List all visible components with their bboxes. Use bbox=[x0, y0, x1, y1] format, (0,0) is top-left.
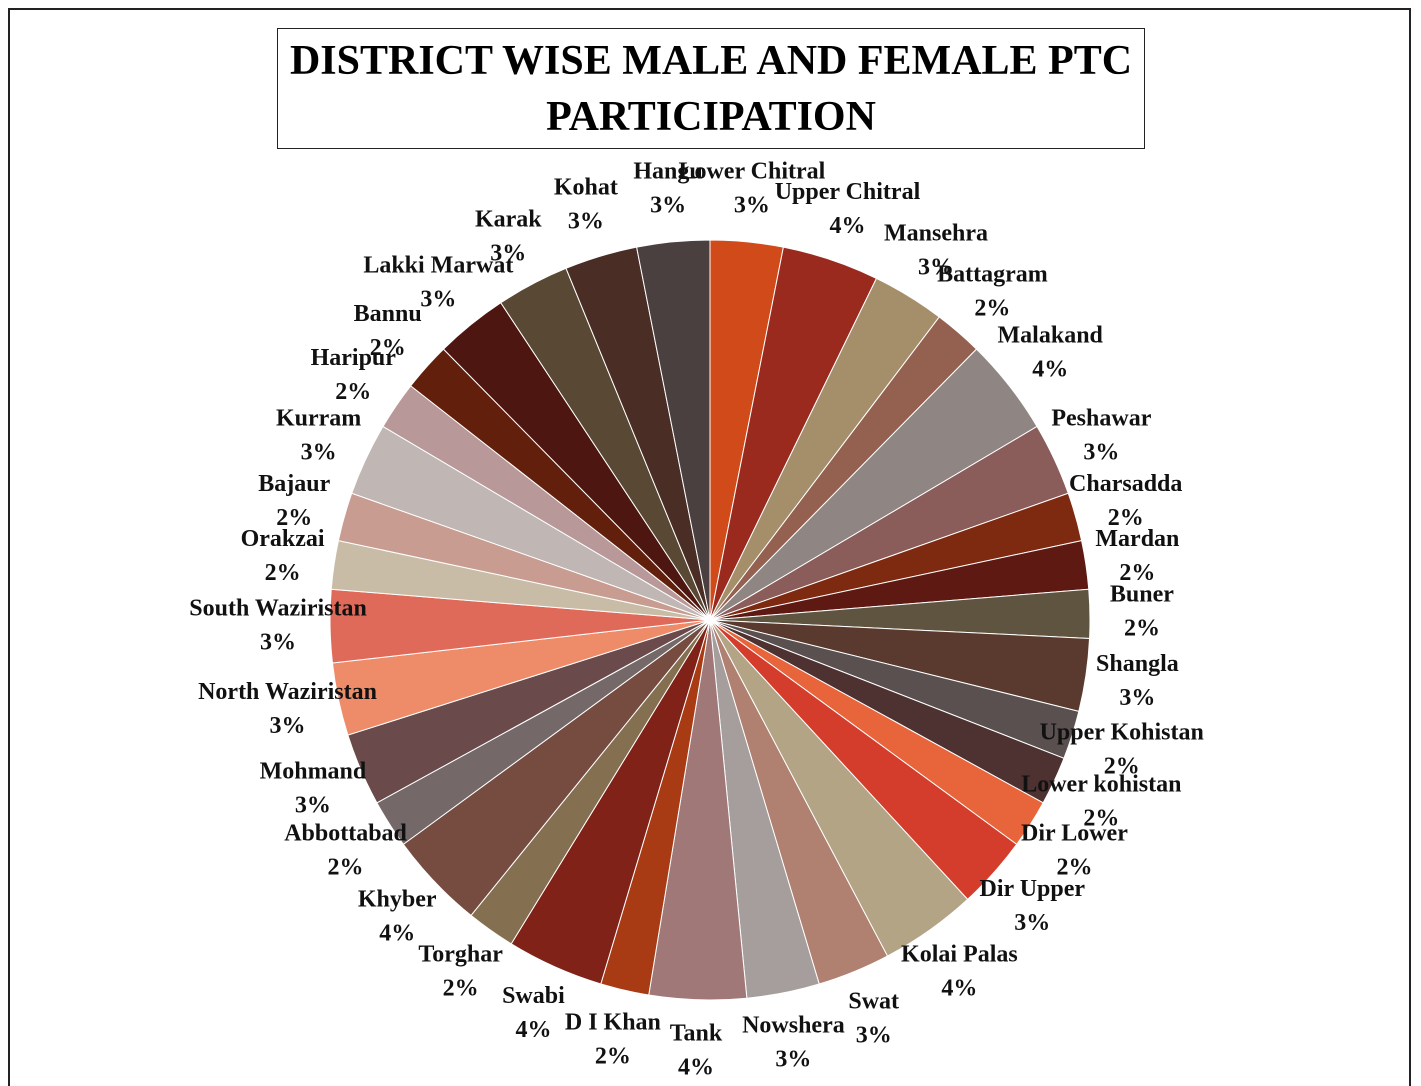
slice-label: North Waziristan bbox=[198, 679, 377, 705]
slice-label: Upper Kohistan bbox=[1040, 719, 1204, 745]
slice-label: Shangla bbox=[1096, 651, 1179, 677]
slice-value-label: 2% bbox=[370, 335, 406, 361]
slice-value-label: 4% bbox=[941, 975, 977, 1001]
slice-label: Orakzai bbox=[241, 526, 325, 552]
slice-label: Lower Chitral bbox=[678, 159, 825, 185]
slice-label: Lower kohistan bbox=[1021, 771, 1181, 797]
slice-value-label: 3% bbox=[650, 193, 686, 219]
slice-label: South Waziristan bbox=[189, 595, 367, 621]
slice-value-label: 2% bbox=[1119, 560, 1155, 586]
slice-label: Peshawar bbox=[1051, 406, 1151, 432]
slice-label: Abbottabad bbox=[284, 820, 407, 846]
slice-label: Torghar bbox=[418, 941, 503, 967]
slice-value-label: 2% bbox=[1056, 854, 1092, 880]
slice-value-label: 4% bbox=[515, 1017, 551, 1043]
pie-slice bbox=[636, 239, 711, 621]
slice-value-label: 2% bbox=[974, 296, 1010, 322]
slice-label: Mansehra bbox=[884, 220, 988, 246]
slice-label: Swat bbox=[848, 988, 899, 1014]
slice-value-label: 4% bbox=[829, 213, 865, 239]
slice-value-label: 3% bbox=[490, 240, 526, 266]
slice-label: Kolai Palas bbox=[901, 941, 1018, 967]
slice-value-label: 4% bbox=[1032, 356, 1068, 382]
slice-value-label: 3% bbox=[1083, 440, 1119, 466]
slice-value-label: 2% bbox=[1124, 616, 1160, 642]
slice-value-label: 2% bbox=[276, 505, 312, 531]
slice-label: Mohmand bbox=[260, 759, 367, 785]
slice-label: Karak bbox=[475, 206, 542, 232]
slice-label: Khyber bbox=[358, 886, 437, 912]
slice-value-label: 3% bbox=[856, 1022, 892, 1048]
slice-label: Hangu bbox=[633, 159, 702, 185]
slice-label: Bajaur bbox=[258, 471, 330, 497]
slice-value-label: 3% bbox=[918, 254, 954, 280]
slice-label: Tank bbox=[670, 1020, 723, 1046]
slice-value-label: 2% bbox=[1104, 753, 1140, 779]
slice-value-label: 3% bbox=[1119, 685, 1155, 711]
slice-value-label: 3% bbox=[734, 193, 770, 219]
slice-value-label: 2% bbox=[328, 854, 364, 880]
chart-title: DISTRICT WISE MALE AND FEMALE PTC PARTIC… bbox=[277, 28, 1145, 149]
slice-label: Lakki Marwat bbox=[363, 253, 513, 279]
slice-value-label: 3% bbox=[568, 209, 604, 235]
slice-value-label: 3% bbox=[301, 440, 337, 466]
slice-label: Swabi bbox=[502, 983, 565, 1009]
slice-value-label: 4% bbox=[379, 920, 415, 946]
slice-label: D I Khan bbox=[565, 1009, 661, 1035]
slice-value-label: 3% bbox=[260, 629, 296, 655]
slice-label: Bannu bbox=[354, 301, 422, 327]
slice-label: Kurram bbox=[276, 406, 361, 432]
slice-label: Dir Upper bbox=[980, 876, 1086, 902]
slice-value-label: 3% bbox=[270, 713, 306, 739]
slice-value-label: 2% bbox=[335, 379, 371, 405]
slice-label: Buner bbox=[1110, 582, 1174, 608]
slice-label: Mardan bbox=[1095, 526, 1179, 552]
slice-value-label: 2% bbox=[1083, 805, 1119, 831]
slice-value-label: 2% bbox=[595, 1043, 631, 1069]
slice-label: Malakand bbox=[998, 322, 1104, 348]
slice-value-label: 3% bbox=[775, 1046, 811, 1072]
chart-frame bbox=[8, 8, 1411, 1086]
slice-label: Nowshera bbox=[742, 1012, 845, 1038]
slice-label: Upper Chitral bbox=[775, 179, 921, 205]
slice-value-label: 2% bbox=[1108, 505, 1144, 531]
slice-label: Kohat bbox=[554, 175, 618, 201]
slice-label: Battagram bbox=[937, 262, 1048, 288]
slice-value-label: 3% bbox=[295, 793, 331, 819]
slice-label: Haripur bbox=[311, 345, 397, 371]
slice-label: Charsadda bbox=[1069, 471, 1182, 497]
slice-value-label: 3% bbox=[1014, 910, 1050, 936]
slice-value-label: 3% bbox=[420, 287, 456, 313]
slice-value-label: 2% bbox=[443, 975, 479, 1001]
slice-label: Dir Lower bbox=[1021, 820, 1128, 846]
slice-value-label: 4% bbox=[678, 1054, 714, 1080]
slice-value-label: 2% bbox=[265, 560, 301, 586]
